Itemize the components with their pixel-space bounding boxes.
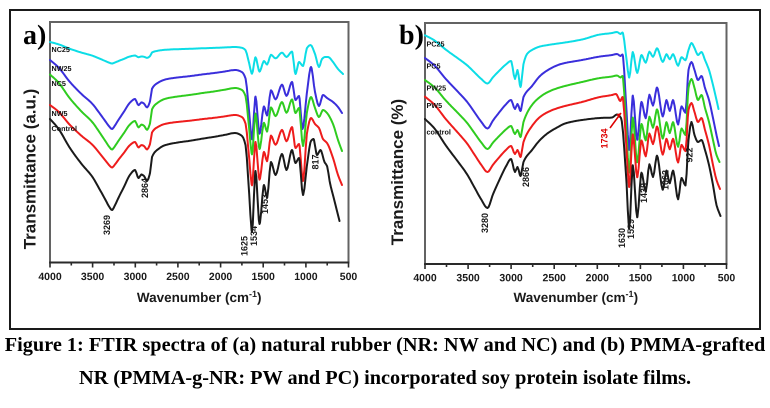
- svg-text:2000: 2000: [209, 271, 233, 283]
- svg-text:1630: 1630: [617, 228, 627, 248]
- svg-text:Wavenumber (cm-1): Wavenumber (cm-1): [514, 289, 639, 305]
- svg-text:NC25: NC25: [51, 45, 69, 54]
- svg-text:PW5: PW5: [426, 101, 442, 110]
- svg-text:1438: 1438: [639, 183, 649, 203]
- svg-text:3280: 3280: [480, 213, 490, 233]
- svg-text:1500: 1500: [252, 271, 276, 283]
- svg-text:2000: 2000: [586, 272, 610, 284]
- svg-text:1534: 1534: [249, 226, 259, 246]
- svg-text:Wavenumber (cm-1): Wavenumber (cm-1): [137, 289, 262, 305]
- svg-text:2864: 2864: [140, 178, 150, 198]
- svg-text:b): b): [399, 20, 424, 51]
- svg-text:3269: 3269: [102, 215, 112, 235]
- svg-text:817: 817: [311, 154, 321, 169]
- svg-text:PC25: PC25: [426, 40, 444, 49]
- svg-text:1625: 1625: [240, 236, 250, 256]
- svg-text:1062: 1062: [661, 170, 671, 190]
- svg-text:2500: 2500: [543, 272, 567, 284]
- svg-text:2866: 2866: [521, 167, 531, 187]
- svg-text:Transmittance (%): Transmittance (%): [388, 99, 407, 245]
- svg-text:3500: 3500: [81, 271, 105, 283]
- svg-text:Transmittance (a.u.): Transmittance (a.u.): [21, 89, 40, 250]
- svg-text:4000: 4000: [38, 271, 62, 283]
- svg-text:1000: 1000: [672, 272, 696, 284]
- svg-text:3000: 3000: [124, 271, 148, 283]
- svg-text:4000: 4000: [413, 272, 437, 284]
- svg-text:control: control: [426, 128, 450, 137]
- svg-text:1529: 1529: [626, 219, 636, 239]
- svg-text:500: 500: [718, 272, 736, 284]
- svg-text:Control: Control: [51, 124, 77, 133]
- svg-text:NW25: NW25: [51, 64, 71, 73]
- svg-text:PW25: PW25: [426, 84, 446, 93]
- svg-text:3500: 3500: [456, 272, 480, 284]
- svg-text:3000: 3000: [499, 272, 523, 284]
- svg-text:922: 922: [685, 147, 695, 162]
- svg-text:a): a): [23, 20, 46, 51]
- svg-text:2500: 2500: [166, 271, 190, 283]
- svg-text:1734: 1734: [600, 128, 610, 148]
- svg-text:1000: 1000: [294, 271, 318, 283]
- svg-text:PC5: PC5: [426, 62, 440, 71]
- svg-text:1500: 1500: [629, 272, 653, 284]
- svg-text:NC5: NC5: [51, 79, 65, 88]
- svg-text:1453: 1453: [260, 194, 270, 214]
- svg-text:NW5: NW5: [51, 109, 67, 118]
- svg-text:500: 500: [340, 271, 358, 283]
